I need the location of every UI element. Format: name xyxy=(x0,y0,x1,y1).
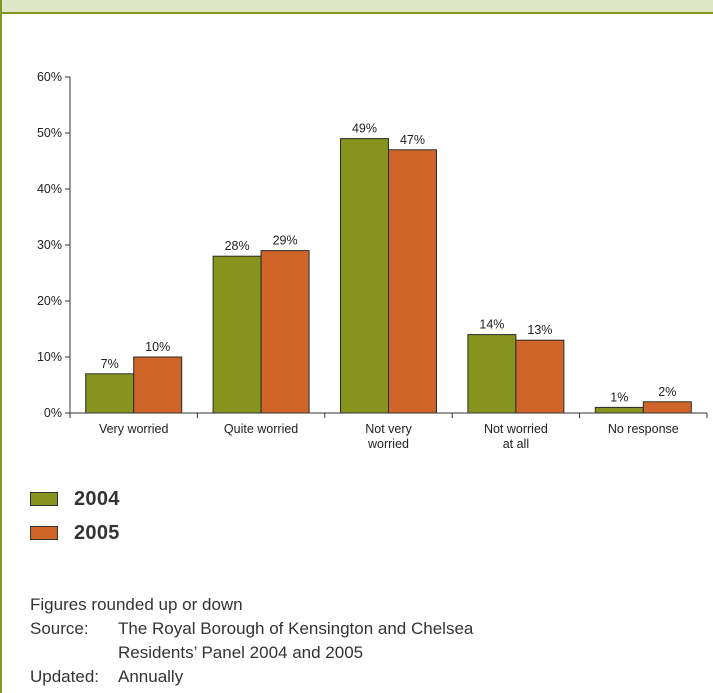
source-row: Source: The Royal Borough of Kensington … xyxy=(30,617,473,641)
x-category-label: Not very worried xyxy=(365,422,412,451)
y-tick-label: 50% xyxy=(37,126,62,140)
legend-swatch-2005 xyxy=(30,526,58,540)
source-key: Source: xyxy=(30,619,89,638)
bar-value-label: 10% xyxy=(145,340,170,354)
y-tick-label: 60% xyxy=(37,70,62,84)
bar-value-label: 2% xyxy=(658,385,676,399)
bar-2004 xyxy=(467,334,517,414)
source-row-2: Residents’ Panel 2004 and 2005 xyxy=(30,641,473,665)
rounding-note: Figures rounded up or down xyxy=(30,595,243,614)
header-band xyxy=(0,0,713,14)
legend-item-2004: 2004 xyxy=(30,482,120,516)
x-category-label: Quite worried xyxy=(224,422,298,436)
bar-2004 xyxy=(85,373,135,414)
bar-value-label: 13% xyxy=(527,323,552,337)
bar-value-label: 7% xyxy=(101,357,119,371)
left-border xyxy=(0,0,2,693)
legend-label-2005: 2005 xyxy=(74,521,120,544)
legend: 2004 2005 xyxy=(30,482,120,550)
bar-2004 xyxy=(212,255,262,414)
bar-2005 xyxy=(260,250,310,414)
legend-label-2004: 2004 xyxy=(74,487,120,510)
y-tick-label: 0% xyxy=(44,406,62,420)
legend-item-2005: 2005 xyxy=(30,516,120,550)
bar-value-label: 47% xyxy=(400,133,425,147)
updated-row: Updated: Annually xyxy=(30,665,473,689)
x-axis: Very worried Quite worried Not very worried… xyxy=(69,412,708,451)
bar-value-label: 28% xyxy=(225,239,250,253)
y-tick-label: 10% xyxy=(37,350,62,364)
y-tick-label: 40% xyxy=(37,182,62,196)
source-line-2: Residents’ Panel 2004 and 2005 xyxy=(118,643,364,662)
bar-2005 xyxy=(515,339,565,414)
bar-value-label: 1% xyxy=(610,390,628,404)
bar-2005 xyxy=(388,149,437,414)
y-tick-label: 20% xyxy=(37,294,62,308)
x-category-label: Not worried at all xyxy=(484,422,548,451)
bar-2005 xyxy=(642,401,692,414)
chart-notes: Figures rounded up or down Source: The R… xyxy=(30,593,473,689)
bar-chart: 0% 10% 20% 30% 40% 50% 60% 7% 10% 28% 29% 49% 47% 14… xyxy=(37,70,708,451)
y-tick-label: 30% xyxy=(37,238,62,252)
bar-value-label: 49% xyxy=(352,122,377,136)
source-line-1: The Royal Borough of Kensington and Chel… xyxy=(118,619,474,638)
bar-2005 xyxy=(133,356,183,414)
bar-value-label: 14% xyxy=(479,318,504,332)
y-axis: 0% 10% 20% 30% 40% 50% 60% xyxy=(37,70,71,420)
bars: 7% 10% 28% 29% 49% 47% 14% 13% 1% 2% xyxy=(85,122,692,414)
bar-2004 xyxy=(594,406,644,414)
updated-value: Annually xyxy=(118,667,184,686)
bar-2004 xyxy=(340,138,389,414)
legend-swatch-2004 xyxy=(30,492,58,506)
bar-value-label: 29% xyxy=(273,234,298,248)
updated-key: Updated: xyxy=(30,667,99,686)
x-category-label: No response xyxy=(608,422,679,436)
x-category-label: Very worried xyxy=(99,422,169,436)
